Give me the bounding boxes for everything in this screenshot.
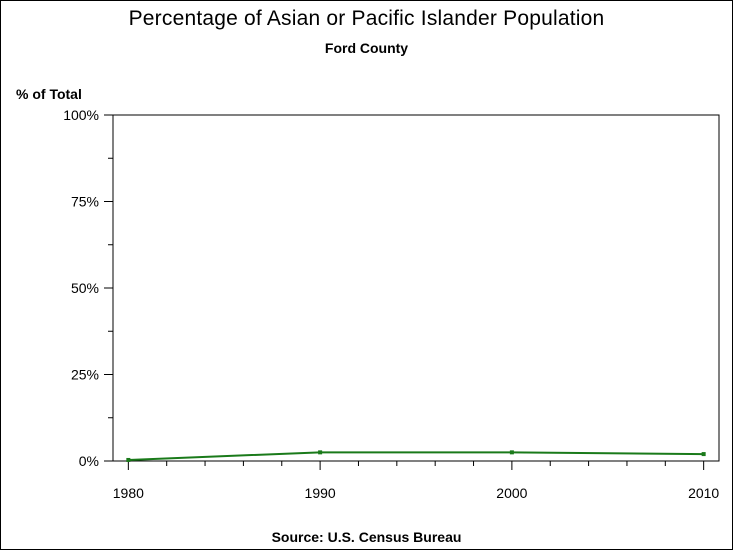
data-point	[701, 452, 706, 457]
chart-title: Percentage of Asian or Pacific Islander …	[128, 7, 605, 30]
data-point	[509, 450, 514, 455]
x-tick-label: 1980	[113, 485, 144, 501]
source-note: Source: U.S. Census Bureau	[271, 529, 462, 545]
plot-border	[112, 114, 720, 462]
y-tick-label: 25%	[71, 367, 99, 383]
y-tick-label: 75%	[71, 194, 99, 210]
data-point	[318, 450, 323, 455]
x-tick-label: 2000	[496, 485, 527, 501]
chart-subtitle: Ford County	[324, 40, 409, 56]
x-tick-label: 1990	[305, 485, 336, 501]
x-axis: 1980 1990 2000 2010	[113, 461, 719, 501]
x-tick-label: 2010	[688, 485, 719, 501]
y-axis: 0% 25% 50% 75% 100%	[63, 107, 113, 469]
y-axis-label: % of Total	[16, 86, 82, 102]
series-line	[128, 451, 704, 461]
y-tick-label: 50%	[71, 280, 99, 296]
series-group	[126, 450, 706, 462]
y-tick-label: 0%	[79, 453, 99, 469]
y-tick-label: 100%	[63, 107, 99, 123]
data-point	[126, 457, 131, 462]
